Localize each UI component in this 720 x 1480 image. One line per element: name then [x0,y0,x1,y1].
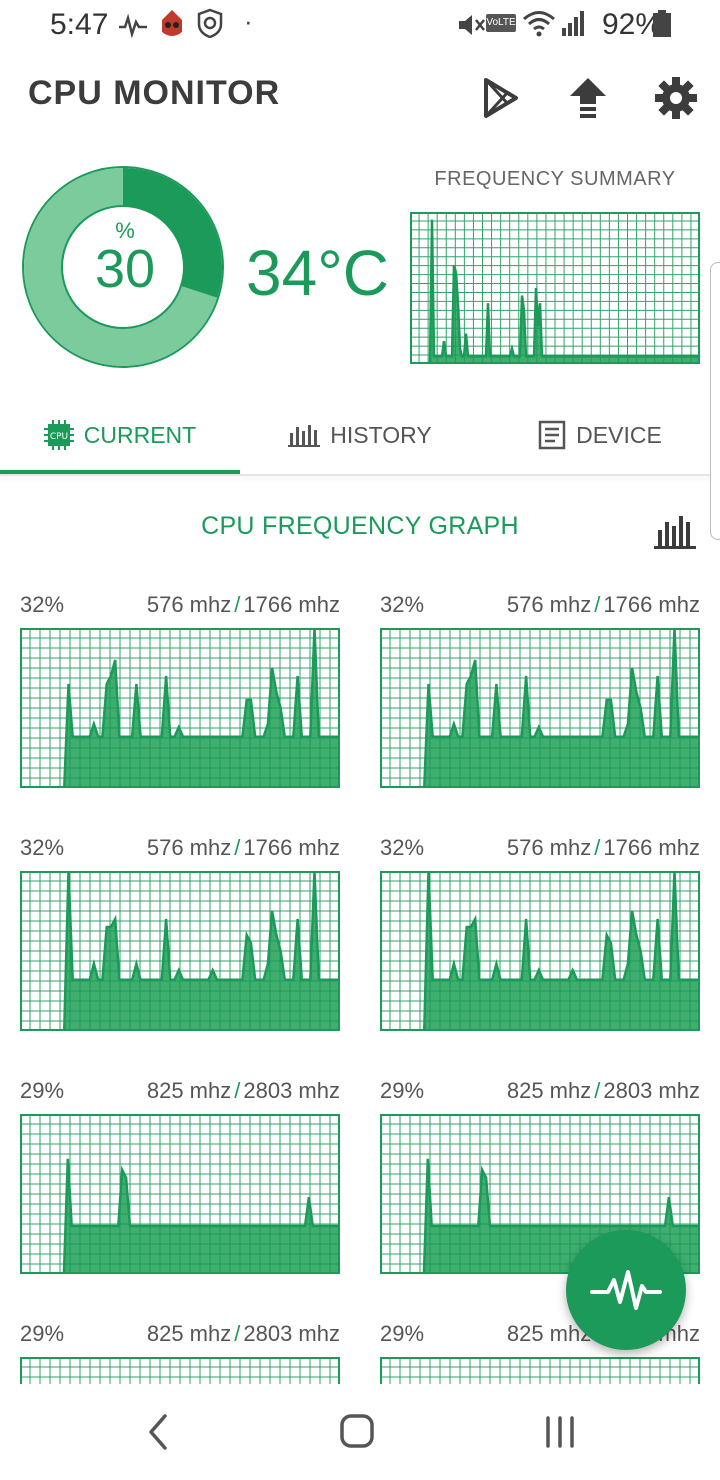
frequency-separator: / [234,592,241,617]
core-max-frequency: 2803 mhz [243,1321,340,1346]
core-usage-percent: 32% [380,592,425,617]
pulse-icon [590,1270,662,1310]
core-max-frequency: 1766 mhz [603,592,700,617]
svg-text:CPU: CPU [50,432,68,442]
play-store-button[interactable] [472,70,528,126]
upload-icon [570,78,606,118]
core-card: 32% 576 mhz/1766 mhz [380,827,700,1031]
status-time: 5:47 [50,8,109,41]
cpu-frequency-graph-title: CPU FREQUENCY GRAPH [201,512,519,540]
frequency-separator: / [234,835,241,860]
frequency-separator: / [234,1078,241,1103]
volte-icon: VoLTE [486,14,516,32]
tab-current[interactable]: CPU CURRENT [0,400,240,470]
wifi-icon [523,11,555,37]
core-frequency-graph [20,871,340,1031]
tab-history[interactable]: HISTORY [240,400,480,470]
frequency-summary-title: FREQUENCY SUMMARY [434,168,676,190]
device-info-icon [538,420,566,450]
tab-history-label: HISTORY [330,421,432,448]
tab-device-label: DEVICE [576,421,662,448]
back-button[interactable] [128,1402,188,1462]
cpu-usage-gauge [22,166,224,368]
core-max-frequency: 1766 mhz [243,592,340,617]
mute-icon [459,15,485,35]
core-usage-percent: 29% [20,1321,65,1346]
core-max-frequency: 2803 mhz [603,1078,700,1103]
core-card: 32% 576 mhz/1766 mhz [20,584,340,788]
frequency-separator: / [594,592,601,617]
recents-icon [546,1416,574,1448]
core-current-frequency: 576 mhz [506,835,592,860]
core-max-frequency: 1766 mhz [603,835,700,860]
frequency-summary-graph [410,212,700,364]
cpu-temperature: 34°C [246,237,389,309]
frequency-separator: / [594,835,601,860]
core-frequency-graph [20,1114,340,1274]
core-frequency-graph [380,1357,700,1384]
cpu-chip-icon: CPU [43,420,74,450]
battery-icon [653,10,671,37]
app-title: CPU MONITOR [28,74,281,112]
core-usage-percent: 32% [20,835,65,860]
core-current-frequency: 825 mhz [146,1321,232,1346]
frequency-separator: / [234,1321,241,1346]
core-card: 29% 825 mhz/2803 mhz [20,1313,340,1384]
settings-button[interactable] [648,70,704,126]
core-usage-percent: 32% [20,592,65,617]
recents-button[interactable] [530,1402,590,1462]
frequency-separator: / [594,1078,601,1103]
scrollbar-handle[interactable] [710,262,720,540]
activity-icon [119,14,147,38]
core-usage-percent: 29% [380,1078,425,1103]
back-icon [149,1414,167,1450]
home-button[interactable] [328,1402,388,1462]
core-max-frequency: 2803 mhz [243,1078,340,1103]
tab-indicator [0,470,240,474]
battery-percent: 92% [601,8,662,41]
core-list[interactable]: 32% 576 mhz/1766 mhz 32% 576 mhz/1766 mhz 32… [0,584,720,1384]
core-current-frequency: 825 mhz [506,1078,592,1103]
cpu-usage-value: 30 [94,239,156,299]
core-max-frequency: 1766 mhz [243,835,340,860]
home-icon [340,1414,374,1448]
system-nav-bar [0,1384,720,1480]
pulse-fab-button[interactable] [566,1230,686,1350]
upload-button[interactable] [560,70,616,126]
shield-icon [197,8,223,38]
tab-device[interactable]: DEVICE [480,400,720,470]
core-card: 32% 576 mhz/1766 mhz [20,827,340,1031]
dot-icon: · [244,6,253,36]
core-card: 32% 576 mhz/1766 mhz [380,584,700,788]
graph-grid [410,212,700,364]
core-current-frequency: 576 mhz [146,592,232,617]
graph-view-toggle-button[interactable] [650,508,702,552]
core-frequency-graph [20,1357,340,1384]
bar-chart-icon [288,425,321,447]
core-usage-percent: 32% [380,835,425,860]
game-icon [162,10,182,36]
core-current-frequency: 825 mhz [146,1078,232,1103]
core-frequency-graph [380,871,700,1031]
core-current-frequency: 576 mhz [506,592,592,617]
core-current-frequency: 576 mhz [146,835,232,860]
core-frequency-graph [20,628,340,788]
tab-current-label: CURRENT [83,421,197,448]
cpu-usage-unit: % [115,218,135,243]
core-usage-percent: 29% [20,1078,65,1103]
signal-icon [562,11,584,36]
play-store-icon [484,78,518,118]
core-card: 29% 825 mhz/2803 mhz [20,1070,340,1274]
core-usage-percent: 29% [380,1321,425,1346]
core-frequency-graph [380,628,700,788]
tab-divider [0,474,720,476]
settings-icon [655,77,697,119]
bar-chart-icon [654,516,696,549]
